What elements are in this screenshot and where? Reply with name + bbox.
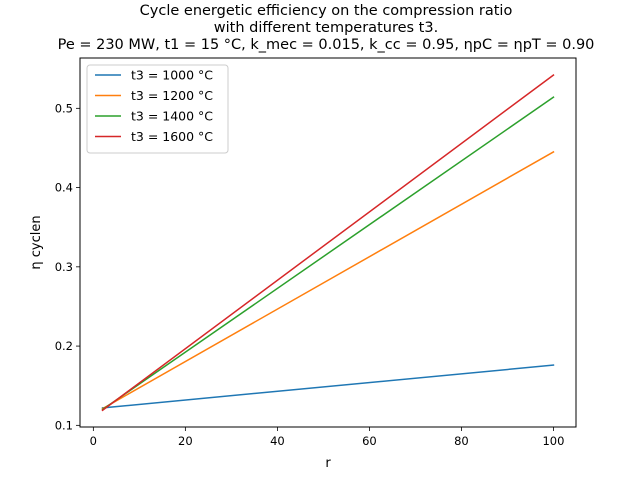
title-line-2: with different temperatures t3.: [214, 20, 438, 36]
legend-label-1: t3 = 1000 °C: [131, 68, 213, 83]
series-line-4: [101, 73, 555, 412]
x-tick-label: 80: [454, 434, 469, 448]
series-line-2: [101, 150, 555, 410]
y-tick-label: 0.5: [55, 101, 73, 115]
title-line-3: Pe = 230 MW, t1 = 15 °C, k_mec = 0.015, …: [58, 37, 595, 53]
x-axis-ticks: 0 20 40 60 80 100: [90, 427, 564, 448]
x-tick-label: 60: [362, 434, 377, 448]
series-line-1: [101, 364, 555, 409]
y-tick-label: 0.4: [55, 181, 73, 195]
legend-label-3: t3 = 1400 °C: [131, 109, 213, 124]
x-tick-label: 40: [270, 434, 285, 448]
y-axis-ticks: 0.1 0.2 0.3 0.4 0.5: [55, 101, 80, 432]
plot-lines: [101, 73, 555, 412]
x-axis-label: r: [325, 456, 331, 471]
chart-title: Cycle energetic efficiency on the compre…: [58, 3, 595, 53]
title-line-1: Cycle energetic efficiency on the compre…: [140, 3, 513, 19]
plot-frame: [79, 57, 577, 428]
legend-label-2: t3 = 1200 °C: [131, 88, 213, 103]
legend-label-4: t3 = 1600 °C: [131, 129, 213, 144]
legend-frame: [86, 64, 229, 154]
y-tick-label: 0.2: [55, 339, 73, 353]
y-axis-label: η cyclen: [29, 215, 44, 269]
y-tick-label: 0.1: [55, 418, 73, 432]
x-tick-label: 100: [542, 434, 564, 448]
x-tick-label: 0: [90, 434, 97, 448]
x-tick-label: 20: [178, 434, 193, 448]
legend-items: t3 = 1000 °C t3 = 1200 °C t3 = 1400 °C t3 =…: [95, 68, 213, 144]
legend: t3 = 1000 °C t3 = 1200 °C t3 = 1400 °C t3 =…: [86, 64, 229, 154]
y-tick-label: 0.3: [55, 260, 73, 274]
series-line-3: [101, 96, 555, 411]
